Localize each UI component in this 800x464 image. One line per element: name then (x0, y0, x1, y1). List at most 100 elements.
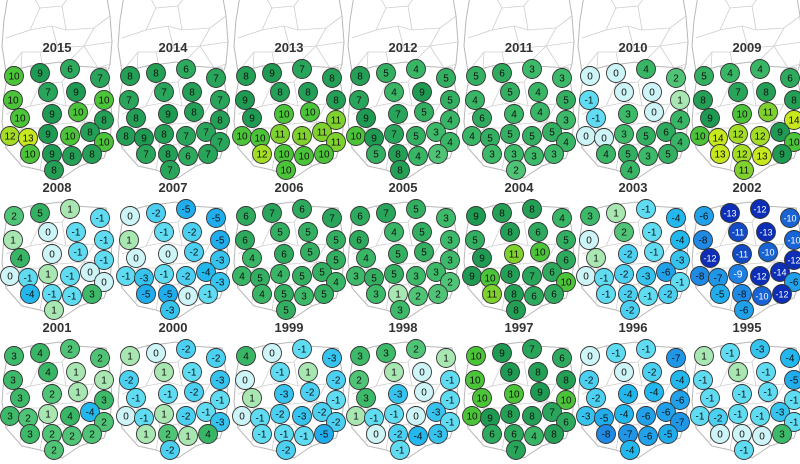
station-value-label: -1 (676, 278, 685, 289)
station-marker: 8 (557, 371, 576, 390)
station-marker: 4 (505, 105, 524, 124)
station-marker: -4 (21, 285, 40, 304)
station-marker: 9 (357, 109, 376, 128)
station-value-label: 10 (72, 108, 84, 119)
station-value-label: 8 (123, 132, 129, 143)
station-marker: -11 (733, 245, 752, 264)
station-marker: 8 (694, 91, 713, 110)
station-marker: -5 (711, 285, 730, 304)
station-marker: 1 (155, 363, 174, 382)
station-value-label: -2 (664, 290, 673, 301)
station-value-label: -5 (600, 414, 609, 425)
station-value-label: 8 (529, 205, 535, 216)
station-value-label: -1 (699, 376, 708, 387)
station-value-label: 0 (583, 272, 589, 283)
station-marker: 2 (407, 340, 426, 359)
station-marker: -5 (137, 285, 156, 304)
station-value-label: -1 (650, 248, 659, 259)
station-marker: 0 (127, 249, 146, 268)
station-marker: -3 (577, 407, 596, 426)
station-value-label: 3 (563, 116, 569, 127)
station-value-label: 10 (470, 352, 482, 363)
station-value-label: 0 (269, 349, 275, 360)
station-marker: 0 (643, 83, 662, 102)
station-marker: 4 (31, 344, 50, 363)
station-marker: 5 (389, 245, 408, 264)
station-value-label: 7 (395, 110, 401, 121)
station-marker: 10 (473, 389, 492, 408)
station-marker: 6 (351, 207, 370, 226)
station-value-label: 1 (701, 352, 707, 363)
station-value-label: 13 (756, 152, 768, 163)
station-value-label: 10 (236, 132, 248, 143)
station-marker: 5 (501, 83, 520, 102)
station-value-label: 6 (499, 69, 505, 80)
station-value-label: 3 (551, 150, 557, 161)
station-value-label: 5 (281, 290, 287, 301)
station-value-label: -12 (787, 256, 800, 266)
station-value-label: -4 (26, 290, 35, 301)
station-value-label: 6 (479, 114, 485, 125)
station-value-label: 11 (317, 128, 328, 139)
station-value-label: 0 (421, 388, 427, 399)
station-marker: 1 (347, 407, 366, 426)
station-value-label: 8 (161, 130, 167, 141)
station-marker: 4 (271, 265, 290, 284)
station-marker: 8 (545, 425, 564, 444)
station-marker: 3 (523, 60, 542, 79)
station-value-label: 6 (787, 74, 793, 85)
station-marker: 8 (501, 405, 520, 424)
station-value-label: 4 (277, 270, 283, 281)
station-value-label: 7 (217, 96, 223, 107)
station-marker: -1 (391, 441, 410, 460)
chart-grid: 910778566445110-299743220151096710791010… (0, 0, 800, 450)
station-value-label: 0 (373, 430, 379, 441)
station-value-label: 4 (259, 290, 265, 301)
station-marker: 6 (525, 287, 544, 306)
station-marker: 10 (347, 127, 366, 146)
station-marker: 2 (91, 349, 110, 368)
station-value-label: 9 (779, 150, 785, 161)
station-marker: 10 (69, 103, 88, 122)
station-marker: 0 (43, 245, 62, 264)
station-value-label: -2 (648, 368, 657, 379)
station-value-label: 0 (242, 376, 248, 387)
station-marker: 1 (4, 231, 23, 250)
station-marker: 7 (207, 69, 226, 88)
station-value-label: 3 (559, 74, 565, 85)
station-marker: 3 (639, 147, 658, 166)
station-marker: 0 (121, 207, 140, 226)
station-marker: -12 (751, 200, 770, 219)
station-value-label: 6 (563, 256, 569, 267)
station-value-label: -6 (644, 432, 653, 443)
station-marker: -1 (293, 340, 312, 359)
station-value-label: -2 (166, 446, 175, 457)
station-marker: 3 (619, 105, 638, 124)
station-value-label: -1 (132, 394, 141, 405)
station-marker: 3 (391, 301, 410, 320)
station-value-label: 8 (397, 166, 403, 177)
station-value-label: -5 (664, 430, 673, 441)
station-value-label: -1 (216, 396, 225, 407)
station-marker: -2 (120, 371, 139, 390)
station-value-label: -1 (642, 345, 651, 356)
station-value-label: 0 (49, 250, 55, 261)
station-marker: -4 (619, 385, 638, 404)
station-value-label: 10 (350, 132, 362, 143)
station-value-label: 5 (383, 69, 389, 80)
station-value-label: -1 (258, 430, 267, 441)
station-value-label: 3 (645, 152, 651, 163)
station-value-label: 10 (476, 394, 488, 405)
panel-year-label: 2002 (690, 180, 800, 195)
station-marker: -1 (199, 285, 218, 304)
station-value-label: 10 (298, 152, 310, 163)
station-marker: 9 (701, 109, 720, 128)
station-value-label: 3 (89, 290, 95, 301)
station-marker: 0 (581, 347, 600, 366)
station-value-label: 0 (649, 88, 655, 99)
station-value-label: 9 (777, 128, 783, 139)
station-value-label: 4 (469, 132, 475, 143)
